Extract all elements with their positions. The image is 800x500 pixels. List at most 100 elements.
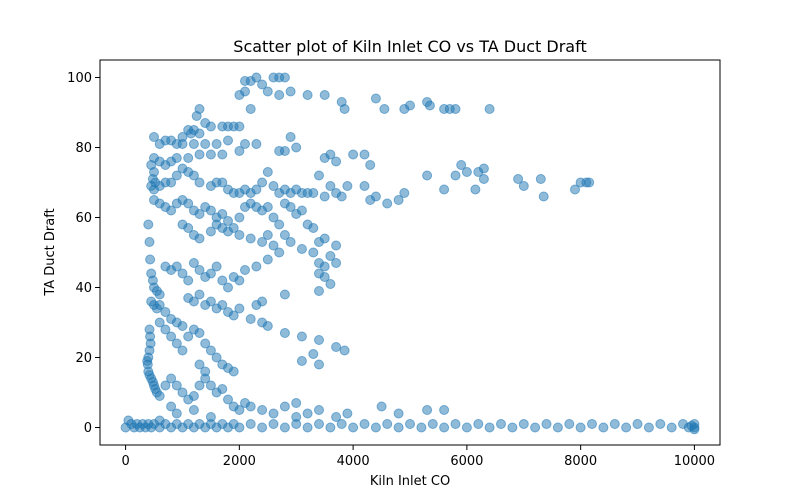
data-point — [331, 342, 342, 352]
data-point — [166, 331, 177, 342]
data-point — [205, 268, 216, 279]
data-point — [211, 139, 222, 149]
data-point — [166, 156, 177, 167]
data-point — [314, 359, 324, 370]
data-point — [319, 261, 330, 272]
data-point — [325, 181, 336, 191]
y-tick-label: 100 — [67, 71, 92, 86]
data-point — [251, 184, 262, 195]
data-point — [319, 272, 330, 282]
data-point — [240, 265, 250, 275]
data-point — [234, 146, 245, 156]
data-point — [348, 422, 359, 433]
data-point — [686, 420, 697, 431]
data-point — [342, 181, 353, 191]
data-point — [240, 139, 250, 149]
data-point — [194, 359, 205, 370]
data-point — [308, 247, 319, 258]
data-point — [234, 303, 245, 314]
data-point — [439, 405, 450, 415]
data-point — [143, 219, 154, 230]
data-point — [382, 419, 393, 429]
data-point — [279, 328, 290, 338]
data-point — [154, 317, 165, 328]
data-point — [279, 401, 290, 412]
y-tick-label: 80 — [75, 141, 92, 156]
data-point — [302, 408, 313, 419]
data-point — [308, 223, 319, 233]
data-point — [336, 191, 347, 202]
data-point — [257, 405, 268, 415]
data-point — [205, 380, 216, 391]
data-point — [177, 321, 188, 331]
data-point — [538, 191, 549, 202]
data-point — [257, 422, 268, 433]
x-tick-label: 0 — [121, 454, 129, 469]
x-tick-label: 6000 — [450, 454, 483, 469]
data-point — [598, 422, 609, 433]
data-point — [296, 205, 307, 216]
data-point — [245, 401, 256, 412]
data-point — [205, 226, 216, 237]
data-point — [205, 149, 216, 160]
data-point — [245, 419, 256, 429]
data-point — [223, 282, 233, 293]
data-point — [251, 72, 262, 83]
data-point — [393, 408, 404, 419]
data-point — [262, 202, 273, 212]
data-point — [439, 422, 450, 433]
data-point — [535, 174, 546, 184]
data-point — [314, 335, 324, 345]
data-point — [621, 422, 632, 433]
data-point — [584, 177, 595, 188]
data-point — [424, 100, 435, 111]
data-point — [257, 79, 268, 90]
data-point — [154, 289, 165, 300]
data-point — [291, 142, 302, 153]
data-point — [262, 230, 273, 240]
data-point — [370, 191, 381, 202]
data-point — [183, 198, 194, 209]
x-axis-label: Kiln Inlet CO — [370, 474, 450, 489]
data-point — [518, 419, 529, 429]
y-tick-label: 20 — [75, 351, 92, 366]
data-point — [348, 149, 359, 160]
data-point — [234, 275, 245, 286]
data-point — [217, 384, 228, 394]
data-point — [234, 230, 245, 240]
data-point — [194, 149, 205, 160]
data-point — [177, 268, 188, 279]
data-point — [217, 177, 228, 188]
data-point — [188, 170, 199, 181]
data-point — [183, 275, 194, 286]
data-point — [217, 275, 228, 286]
data-point — [478, 174, 489, 184]
data-point — [186, 128, 196, 139]
data-point — [285, 202, 296, 212]
data-point — [257, 237, 268, 247]
data-point — [285, 132, 296, 142]
data-point — [251, 139, 262, 149]
data-point — [422, 170, 433, 181]
data-point — [171, 261, 182, 272]
data-point — [302, 90, 313, 100]
data-point — [564, 419, 575, 429]
data-point — [166, 177, 177, 188]
data-point — [393, 195, 404, 205]
data-point — [405, 100, 415, 111]
data-point — [262, 254, 273, 265]
data-point — [217, 300, 228, 310]
data-point — [331, 240, 342, 251]
data-point — [274, 247, 285, 258]
data-point — [194, 128, 205, 139]
data-point — [257, 177, 268, 188]
data-point — [211, 352, 222, 363]
data-point — [188, 296, 199, 307]
data-point — [188, 258, 199, 268]
data-point — [268, 240, 279, 251]
data-point — [484, 104, 495, 114]
data-point — [319, 191, 330, 202]
data-point — [262, 167, 273, 177]
data-point — [234, 422, 245, 433]
